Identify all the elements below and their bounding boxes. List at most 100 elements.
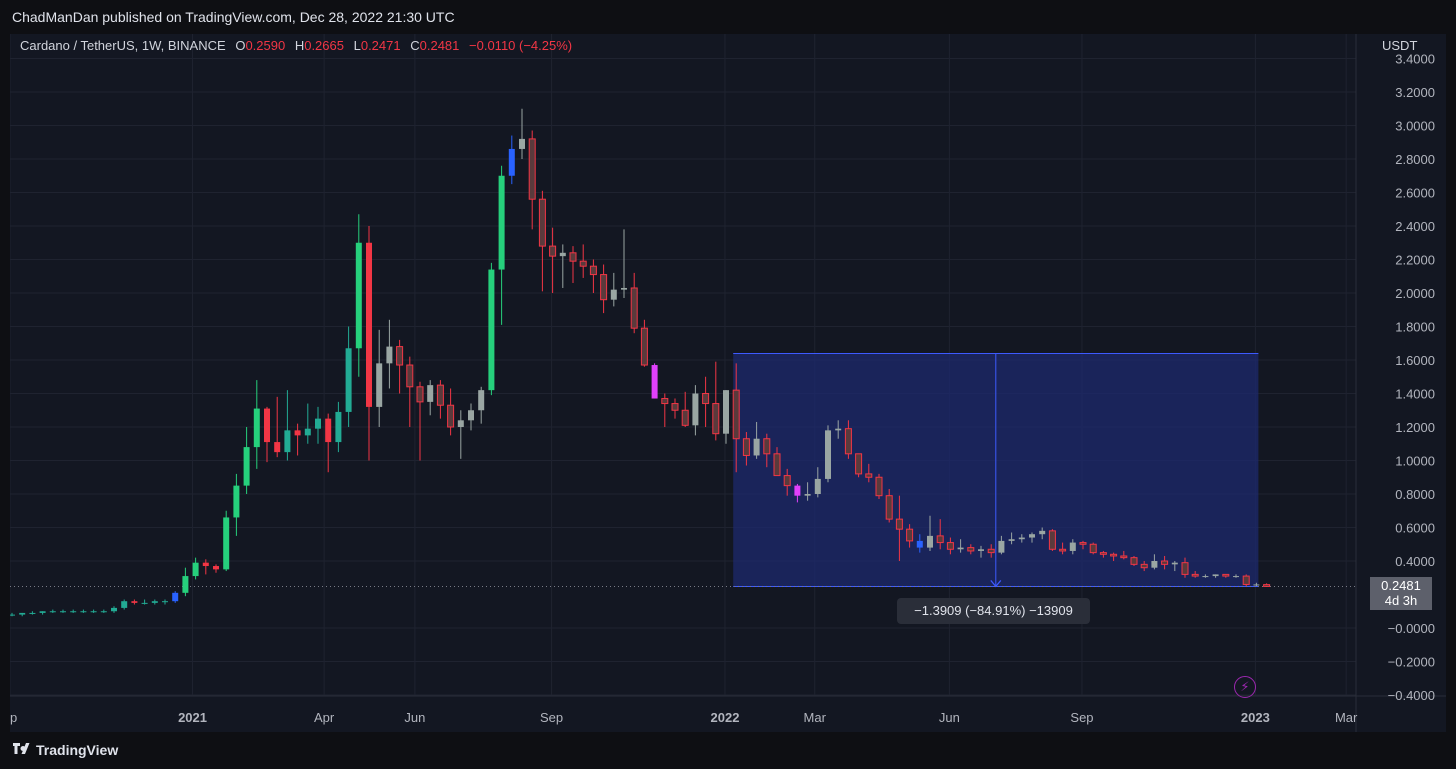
candle-body — [60, 611, 66, 613]
candle-body — [1181, 562, 1189, 575]
candle-body — [1069, 542, 1076, 551]
time-tick-label: Jun — [939, 710, 960, 725]
price-tick-label: 2.0000 — [1395, 286, 1435, 301]
bolt-icon[interactable]: ⚡ — [1234, 676, 1256, 698]
price-tick-label: 0.8000 — [1395, 487, 1435, 502]
candle-body — [569, 252, 577, 262]
candle-body — [294, 430, 301, 436]
candle-body — [1029, 534, 1035, 538]
candle-body — [90, 611, 97, 613]
price-tick-label: 3.2000 — [1395, 85, 1435, 100]
candle-body — [589, 265, 597, 276]
candle-body — [773, 453, 781, 477]
candle-body — [875, 476, 883, 497]
candle-body — [1253, 584, 1260, 586]
candle-body — [712, 403, 720, 435]
candle-body — [243, 447, 250, 486]
candle-body — [1079, 542, 1087, 545]
candle-body — [427, 385, 434, 402]
candle-body — [406, 364, 414, 388]
symbol-title[interactable]: Cardano / TetherUS, 1W, BINANCE — [20, 38, 226, 53]
candle-body — [19, 612, 26, 615]
price-tick-label: 2.8000 — [1395, 152, 1435, 167]
candle-body — [111, 607, 117, 612]
last-price-box: 0.2481 4d 3h — [1370, 577, 1432, 610]
publish-header: ChadManDan published on TradingView.com,… — [0, 0, 1456, 34]
candle-body — [967, 547, 975, 552]
candle-body — [753, 438, 760, 456]
candlestick-chart[interactable]: 3.4000 3.2000 3.0000 2.8000 2.6000 2.4000 2.20… — [10, 34, 1446, 732]
open-label: O — [235, 38, 246, 53]
bar-countdown: 4d 3h — [1384, 593, 1418, 608]
candle-body — [202, 562, 209, 567]
candle-body — [264, 408, 270, 443]
candle-body — [345, 348, 352, 412]
candle-body — [1110, 553, 1118, 557]
candle-body — [274, 442, 281, 453]
candle-body — [1233, 576, 1239, 578]
candle-body — [508, 148, 515, 176]
candle-body — [253, 408, 260, 448]
price-tick-label: 2.4000 — [1395, 219, 1435, 234]
time-tick-label: Mar — [1335, 710, 1358, 725]
price-tick-label: 1.0000 — [1395, 454, 1435, 469]
candle-body — [763, 438, 771, 455]
candle-body — [559, 252, 566, 257]
candle-body — [1242, 575, 1250, 585]
candle-body — [671, 403, 679, 411]
price-tick-label: −0.4000 — [1388, 688, 1435, 703]
candle-body — [855, 453, 863, 475]
candle-body — [916, 540, 923, 548]
candle-body — [825, 430, 831, 479]
candle-body — [1171, 562, 1178, 565]
candle-body — [538, 198, 546, 247]
candle-body — [742, 438, 750, 456]
close-value: 0.2481 — [419, 38, 460, 53]
time-tick-label: Mar — [804, 710, 827, 725]
time-tick-label: 2021 — [178, 710, 207, 725]
candle-body — [651, 365, 658, 399]
candle-body — [519, 138, 525, 149]
candle-body — [162, 601, 168, 603]
candle-body — [1039, 530, 1046, 535]
candle-body — [814, 478, 821, 494]
candle-body — [528, 138, 536, 200]
candle-body — [865, 473, 873, 478]
candle-body — [49, 611, 56, 613]
candle-body — [213, 566, 219, 570]
price-tick-label: 1.4000 — [1395, 387, 1435, 402]
candle-body — [488, 269, 495, 391]
price-tick-label: 1.2000 — [1395, 420, 1435, 435]
candle-body — [610, 289, 617, 300]
candle-body — [661, 398, 669, 405]
candle-body — [457, 420, 464, 427]
candle-body — [681, 409, 689, 426]
tradingview-brand[interactable]: TradingView — [12, 742, 118, 758]
chart-area[interactable]: 3.4000 3.2000 3.0000 2.8000 2.6000 2.4000 2.20… — [10, 34, 1446, 732]
candle-body — [80, 611, 87, 613]
candle-body — [386, 346, 393, 364]
candle-body — [835, 428, 842, 431]
last-price-value: 0.2481 — [1381, 578, 1421, 593]
candle-body — [1222, 573, 1230, 577]
candle-body — [70, 611, 77, 613]
candle-body — [946, 542, 954, 550]
candle-body — [1048, 530, 1056, 550]
price-tick-label: 2.6000 — [1395, 186, 1435, 201]
candle-body — [1018, 537, 1025, 540]
high-value: 0.2665 — [304, 38, 344, 53]
change-value: −0.0110 (−4.25%) — [469, 38, 573, 53]
candle-body — [1120, 555, 1128, 559]
candle-body — [804, 494, 811, 496]
candle-body — [549, 245, 557, 257]
open-value: 0.2590 — [245, 38, 286, 53]
candle-body — [978, 549, 984, 551]
time-tick-label: 2022 — [711, 710, 740, 725]
candle-body — [325, 418, 332, 443]
candle-body — [906, 528, 914, 542]
price-tick-label: 3.0000 — [1395, 119, 1435, 134]
candle-body — [366, 242, 372, 407]
low-label: L — [353, 38, 361, 53]
candle-body — [640, 327, 648, 366]
candle-body — [885, 495, 893, 520]
